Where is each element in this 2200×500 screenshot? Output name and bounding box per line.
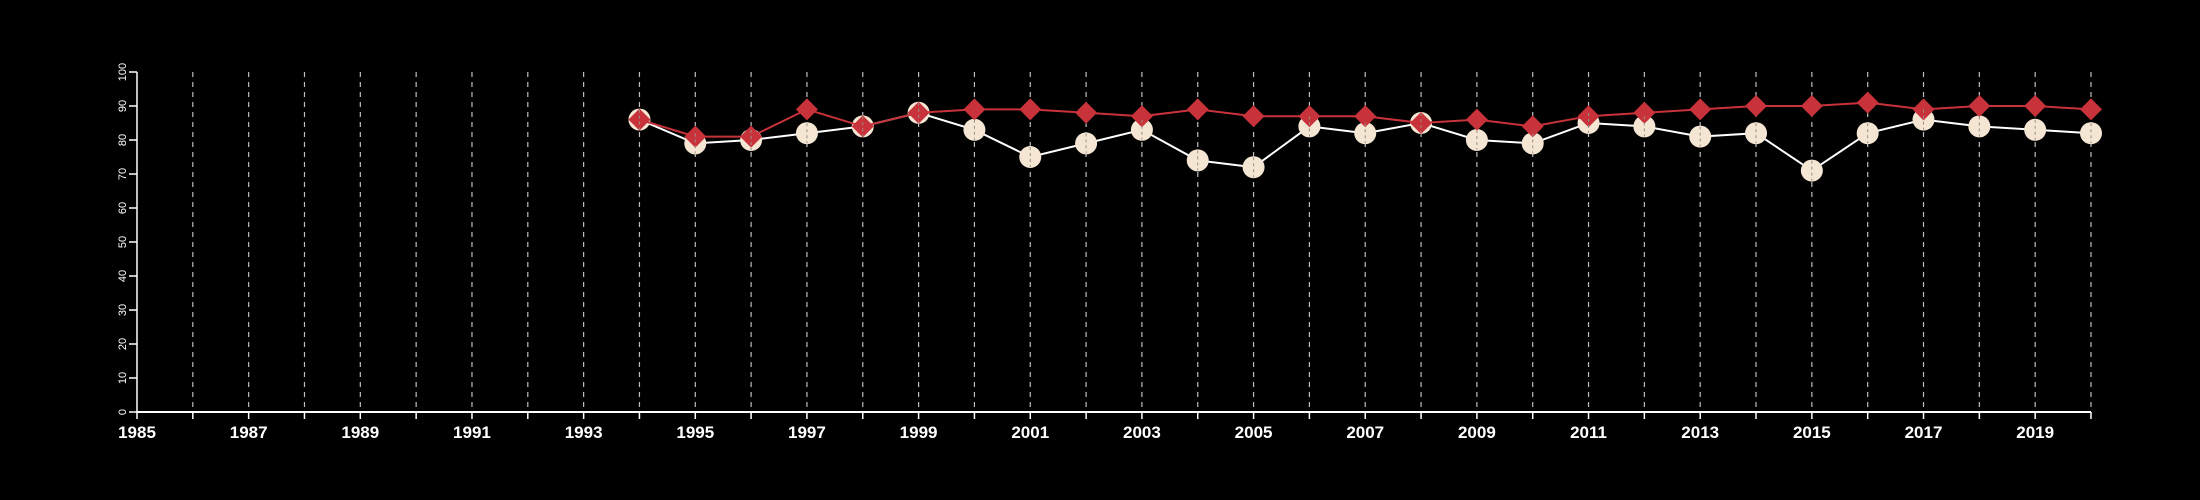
x-tick-label: 1995 [676, 423, 714, 442]
data-point-diamond [1019, 98, 1042, 121]
data-point-diamond [1354, 105, 1377, 128]
data-point-circle [1465, 129, 1488, 151]
data-point-diamond [907, 101, 930, 124]
y-tick-label: 90 [117, 100, 129, 112]
x-tick-label: 1993 [565, 423, 603, 442]
y-tick-label: 0 [117, 409, 129, 415]
data-point-circle [1242, 156, 1265, 179]
data-point-diamond [1912, 98, 1935, 121]
axes: 0 10 20 30 40 50 60 70 80 90 100 1985 1987 1989 1991 19… [117, 63, 2092, 442]
data-point-diamond [1689, 98, 1712, 121]
data-point-circle [1354, 122, 1377, 145]
data-point-circle [795, 122, 818, 145]
x-tick-label: 2011 [1570, 423, 1607, 442]
x-tick-label: 2003 [1123, 423, 1161, 442]
x-tick-label: 2019 [2016, 423, 2054, 442]
x-tick-label: 2009 [1458, 423, 1496, 442]
data-point-circle [1521, 132, 1544, 155]
y-tick-label: 100 [117, 63, 129, 81]
y-tick-label: 20 [117, 338, 129, 350]
data-point-diamond [1242, 105, 1265, 128]
x-tick-label: 2013 [1681, 423, 1719, 442]
data-point-diamond [1800, 95, 1823, 117]
data-point-circle [1689, 125, 1712, 148]
data-point-diamond [1465, 108, 1488, 131]
x-tick-label: 2005 [1235, 423, 1273, 442]
data-point-diamond [1521, 115, 1544, 138]
data-point-diamond [1410, 112, 1433, 134]
data-point-diamond [2024, 95, 2047, 117]
data-point-diamond [1633, 101, 1656, 124]
data-point-diamond [1577, 105, 1600, 128]
y-tick-label: 80 [117, 134, 129, 146]
x-tick-label: 1997 [788, 423, 826, 442]
data-point-diamond [1130, 105, 1153, 128]
data-point-circle [2024, 118, 2047, 141]
data-series [628, 91, 2102, 182]
data-point-circle [1633, 115, 1656, 138]
y-tick-label: 40 [117, 270, 129, 282]
data-point-circle [1075, 132, 1098, 155]
x-tick-label: 2017 [1905, 423, 1943, 442]
data-point-circle [1800, 159, 1823, 182]
data-point-circle [1130, 118, 1153, 141]
grid-lines [192, 72, 2092, 412]
data-point-circle [1968, 115, 1991, 138]
x-tick-label: 1985 [118, 423, 156, 442]
x-tick-label: 1989 [341, 423, 379, 442]
y-tick-label: 60 [117, 202, 129, 214]
data-point-diamond [1075, 101, 1098, 124]
y-tick-label: 10 [117, 372, 129, 384]
data-point-circle [2080, 122, 2102, 145]
data-point-diamond [2080, 98, 2102, 121]
x-tick-label: 1999 [900, 423, 938, 442]
x-tick-label: 1991 [453, 423, 491, 442]
data-point-diamond [795, 98, 818, 121]
data-point-circle [963, 118, 986, 141]
x-tick-label: 1987 [230, 423, 268, 442]
y-tick-label: 50 [117, 236, 129, 248]
y-tick-label: 70 [117, 168, 129, 180]
data-point-circle [1186, 149, 1209, 172]
x-tick-label: 2001 [1011, 423, 1049, 442]
data-point-circle [1019, 146, 1042, 168]
data-point-diamond [1745, 95, 1768, 117]
data-point-diamond [963, 98, 986, 121]
data-point-circle [1745, 122, 1768, 145]
x-tick-label: 2015 [1793, 423, 1831, 442]
data-point-diamond [1968, 95, 1991, 117]
data-point-diamond [1856, 91, 1879, 114]
data-point-diamond [851, 115, 874, 138]
x-tick-label: 2007 [1346, 423, 1384, 442]
y-tick-label: 30 [117, 304, 129, 316]
data-point-diamond [1298, 105, 1321, 128]
data-point-diamond [684, 125, 707, 148]
data-point-diamond [1186, 98, 1209, 121]
data-point-diamond [628, 108, 651, 131]
data-point-circle [1856, 122, 1879, 145]
